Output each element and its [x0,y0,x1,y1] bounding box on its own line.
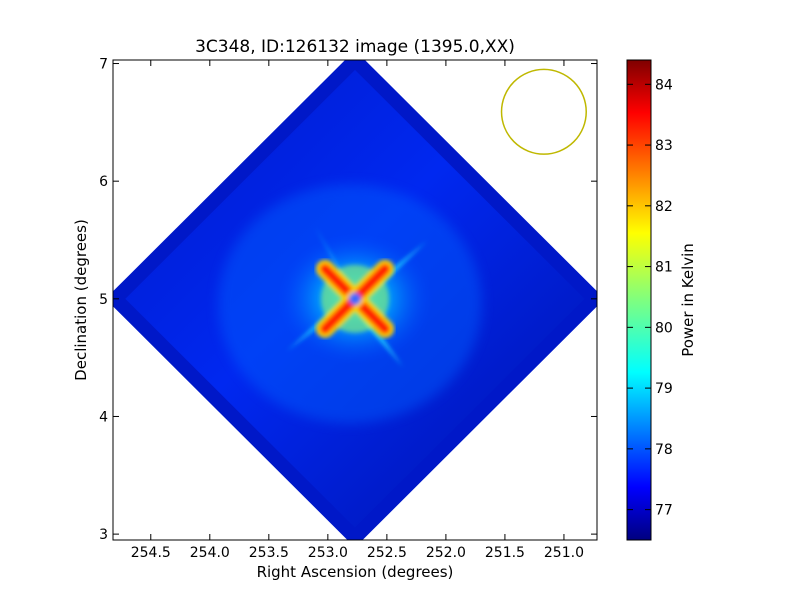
x-tick-label: 252.0 [426,545,466,561]
y-axis-label: Declination (degrees) [72,219,90,381]
colorbar-tick-label: 78 [655,442,673,458]
y-tick-label: 4 [99,409,108,425]
x-tick-label: 251.5 [485,545,525,561]
colorbar: 77 78 79 80 81 82 83 84 Power in Kelvin [626,59,697,541]
colorbar-tick-label: 81 [655,260,673,276]
x-tick-label: 253.5 [249,545,289,561]
colorbar-label: Power in Kelvin [679,243,697,357]
source-core [316,259,394,338]
colorbar-tick-label: 82 [655,199,673,215]
colorbar-tick-label: 83 [655,138,673,154]
x-tick-label: 251.0 [544,545,584,561]
x-tick-label: 254.0 [190,545,230,561]
chart-title: 3C348, ID:126132 image (1395.0,XX) [195,37,515,57]
colorbar-tick-label: 80 [655,320,673,336]
beam-circle [500,68,587,155]
colorbar-tick-label: 77 [655,503,673,519]
source-arm [355,240,427,299]
x-tick-label: 254.5 [131,545,171,561]
x-axis-label: Right Ascension (degrees) [257,563,454,581]
colorbar-tick-label: 79 [655,381,673,397]
y-tick-label: 7 [99,57,108,73]
x-tick-label: 253.0 [308,545,348,561]
x-tick-label: 252.5 [367,545,407,561]
y-tick-label: 3 [99,527,108,543]
y-tick-label: 6 [99,174,108,190]
colorbar-gradient [626,59,652,541]
plot-area: 254.5 254.0 253.5 253.0 252.5 252.0 251.5 251.0… [99,57,598,561]
y-tick-label: 5 [99,292,108,308]
core-center [349,292,361,305]
colorbar-tick-label: 84 [655,77,673,93]
